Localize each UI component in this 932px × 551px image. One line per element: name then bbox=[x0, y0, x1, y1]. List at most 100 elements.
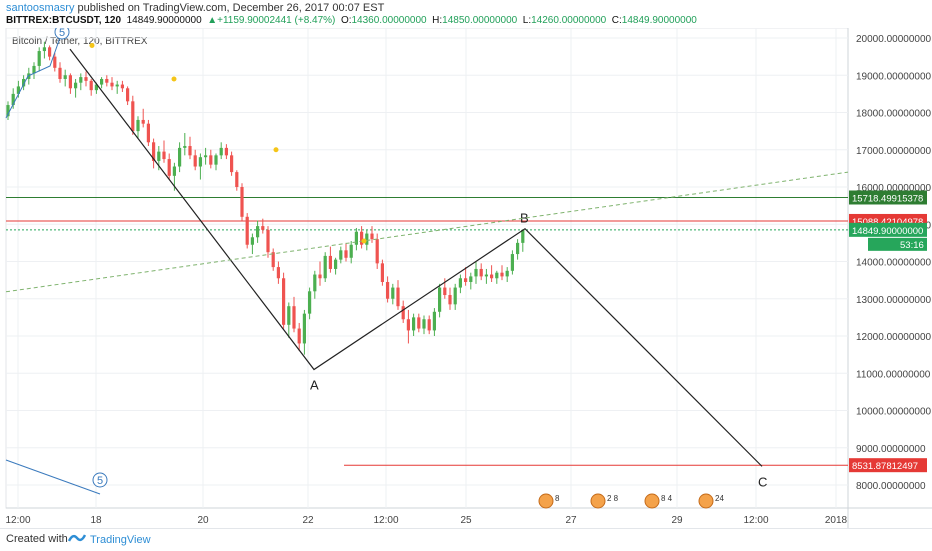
price-level-tag bbox=[849, 222, 927, 237]
point-label-b: B bbox=[520, 211, 529, 226]
candle-body bbox=[136, 119, 140, 132]
candle-body bbox=[188, 146, 192, 156]
x-tick-label: 27 bbox=[565, 515, 577, 526]
event-badge-icon bbox=[590, 493, 606, 509]
candle-body bbox=[37, 51, 41, 66]
candle-body bbox=[380, 263, 384, 282]
point-label-c: C bbox=[758, 474, 767, 489]
candle-body bbox=[141, 119, 145, 124]
candle-body bbox=[131, 101, 135, 132]
candle-body bbox=[219, 147, 223, 156]
point-label-a: A bbox=[310, 378, 319, 393]
event-badges[interactable]: 8 2 8 8 4 24 bbox=[538, 493, 724, 509]
candle-body bbox=[235, 172, 239, 187]
candle-body bbox=[302, 313, 306, 344]
candle-body bbox=[490, 274, 494, 279]
candle-body bbox=[365, 233, 369, 245]
event-badge-label: 24 bbox=[715, 494, 724, 503]
x-tick-label: 18 bbox=[90, 515, 102, 526]
candle-body bbox=[16, 86, 20, 94]
x-tick-label: 2018 bbox=[825, 515, 848, 526]
publish-line: santoosmasry published on TradingView.co… bbox=[6, 2, 384, 14]
plot-area[interactable] bbox=[5, 28, 849, 509]
trend-line bbox=[5, 171, 849, 293]
publish-info: published on TradingView.com, December 2… bbox=[74, 2, 385, 14]
candle-body bbox=[79, 77, 83, 83]
signal-marker bbox=[273, 147, 279, 153]
x-tick-label: 12:00 bbox=[743, 515, 768, 526]
candle-body bbox=[375, 239, 379, 264]
candle-body bbox=[339, 250, 343, 260]
y-tick-label: 18000.00000000 bbox=[856, 109, 932, 120]
low-value: 14260.00000000 bbox=[531, 15, 607, 26]
price-axis[interactable]: 8000.00000000 9000.00000000 10000.00000000… bbox=[856, 34, 932, 492]
candle-body bbox=[469, 276, 473, 282]
y-tick-label: 16000.00000000 bbox=[856, 183, 932, 194]
candle-body bbox=[323, 255, 327, 279]
candle-body bbox=[448, 295, 452, 305]
candle-body bbox=[458, 278, 462, 288]
candle-body bbox=[240, 187, 244, 217]
candle-body bbox=[152, 142, 156, 161]
symbol-line: BITTREX:BTCUSDT, 120 14849.90000000 ▲+11… bbox=[6, 15, 697, 26]
candle-body bbox=[318, 274, 322, 279]
candle-body bbox=[354, 231, 358, 245]
price-level-label: 8531.87812497 bbox=[852, 461, 918, 472]
candle-body bbox=[505, 270, 509, 277]
open-value: 14360.00000000 bbox=[351, 15, 427, 26]
candle-body bbox=[360, 231, 364, 245]
wave-label: 5 bbox=[97, 475, 103, 487]
candle-body bbox=[100, 78, 104, 85]
candle-body bbox=[162, 151, 166, 160]
close-label: C: bbox=[611, 15, 622, 26]
candle-body bbox=[198, 157, 202, 167]
signal-marker bbox=[361, 238, 367, 244]
y-tick-label: 17000.00000000 bbox=[856, 146, 932, 157]
candle-body bbox=[204, 155, 208, 158]
tradingview-logo[interactable]: TradingView bbox=[67, 533, 151, 546]
candle-body bbox=[53, 56, 57, 68]
tradingview-icon bbox=[67, 534, 87, 542]
countdown-tag bbox=[868, 237, 927, 251]
candle-body bbox=[48, 47, 52, 57]
candle-body bbox=[453, 287, 457, 305]
price-chart[interactable]: Bitcoin / Tether, 120, BITTREX 8000.0000… bbox=[0, 28, 932, 528]
footer: Created with TradingView bbox=[0, 528, 932, 551]
candles bbox=[6, 41, 525, 355]
candle-body bbox=[297, 328, 301, 344]
price-level-tag bbox=[849, 190, 927, 205]
x-tick-label: 20 bbox=[197, 515, 209, 526]
x-tick-label: 22 bbox=[302, 515, 314, 526]
candle-body bbox=[94, 84, 98, 91]
y-tick-label: 19000.00000000 bbox=[856, 71, 932, 82]
price-levels: 15718.49915378 15088.4210497814849.900000… bbox=[6, 190, 927, 473]
candle-body bbox=[495, 272, 499, 279]
wave-line-bottom bbox=[5, 459, 101, 495]
candle-body bbox=[510, 254, 514, 271]
price-level-tag bbox=[849, 458, 927, 473]
candle-body bbox=[427, 319, 431, 331]
signal-marker bbox=[89, 42, 95, 48]
candle-body bbox=[292, 306, 296, 329]
author-link[interactable]: santoosmasry bbox=[6, 2, 75, 14]
candle-body bbox=[146, 123, 150, 143]
event-badge-label: 2 8 bbox=[607, 494, 619, 503]
candle-body bbox=[183, 146, 187, 148]
wave-label-circle bbox=[92, 472, 108, 488]
change-arrow: ▲ bbox=[207, 15, 218, 26]
time-axis[interactable]: 12:00 18 20 22 12:00 25 27 29 12:00 2018 bbox=[5, 515, 847, 526]
price-level-label: 14849.90000000 bbox=[852, 226, 923, 237]
candle-body bbox=[157, 151, 161, 161]
candle-body bbox=[261, 226, 265, 230]
y-tick-label: 8000.00000000 bbox=[856, 481, 926, 492]
candle-body bbox=[68, 75, 72, 89]
candle-body bbox=[11, 93, 15, 106]
y-tick-label: 12000.00000000 bbox=[856, 332, 932, 343]
candle-body bbox=[417, 317, 421, 329]
candle-body bbox=[126, 88, 130, 102]
wave-label-circle-top bbox=[54, 28, 70, 40]
candle-body bbox=[58, 67, 62, 79]
candle-body bbox=[63, 75, 67, 79]
y-tick-label: 13000.00000000 bbox=[856, 295, 932, 306]
candle-body bbox=[500, 272, 504, 277]
